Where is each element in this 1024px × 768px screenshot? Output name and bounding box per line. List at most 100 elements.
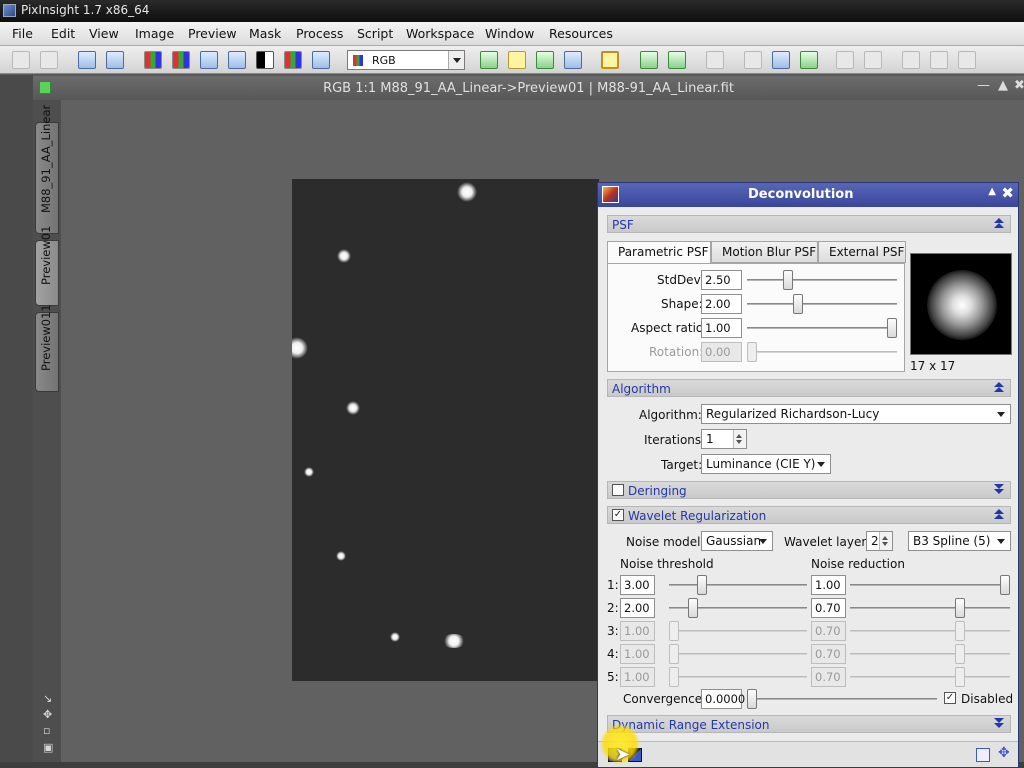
arrow-icon[interactable]: ↘ bbox=[43, 692, 53, 705]
algorithm-select[interactable]: Regularized Richardson-Lucy bbox=[701, 404, 1011, 424]
spin-arrows-icon[interactable] bbox=[879, 532, 892, 550]
color-space-select[interactable]: RGB bbox=[347, 50, 465, 70]
graph-icon[interactable] bbox=[312, 51, 330, 69]
preview-mode-icon[interactable] bbox=[601, 51, 619, 69]
menu-process[interactable]: Process bbox=[296, 26, 344, 41]
rgb-channels-icon[interactable] bbox=[144, 51, 162, 69]
noise-threshold-input[interactable]: 3.00 bbox=[620, 575, 655, 595]
preview-stack-icon[interactable] bbox=[564, 51, 582, 69]
noise-reduction-slider-track[interactable] bbox=[850, 607, 1010, 609]
preview-copy-icon[interactable] bbox=[536, 51, 554, 69]
tab-preview011[interactable]: Preview011 bbox=[35, 304, 59, 392]
menu-preview[interactable]: Preview bbox=[188, 26, 237, 41]
store-icon[interactable] bbox=[640, 51, 658, 69]
algorithm-section-header[interactable]: Algorithm bbox=[607, 379, 1011, 397]
noise-threshold-slider-track[interactable] bbox=[669, 607, 807, 609]
wavelet-section-header[interactable]: ✓ Wavelet Regularization bbox=[607, 506, 1011, 524]
image-window-title-bar[interactable]: RGB 1:1 M88_91_AA_Linear->Preview01 | M8… bbox=[33, 76, 1024, 100]
new-preview-icon[interactable] bbox=[480, 51, 498, 69]
noise-reduction-slider[interactable] bbox=[955, 598, 965, 618]
menu-resources[interactable]: Resources bbox=[549, 26, 613, 41]
identifier-icon[interactable] bbox=[78, 51, 96, 69]
convergence-input[interactable]: 0.0000 bbox=[701, 689, 745, 709]
menu-workspace[interactable]: Workspace bbox=[406, 26, 475, 41]
convergence-slider-track[interactable] bbox=[747, 698, 937, 700]
noise-threshold-input[interactable]: 2.00 bbox=[620, 598, 655, 618]
stddev-slider[interactable] bbox=[783, 270, 794, 290]
menu-file[interactable]: File bbox=[12, 26, 33, 41]
iconize-icon[interactable] bbox=[902, 51, 920, 69]
channel-red-icon[interactable] bbox=[172, 51, 190, 69]
menu-view[interactable]: View bbox=[89, 26, 119, 41]
minimize-icon[interactable]: — bbox=[977, 78, 990, 93]
invert-icon[interactable] bbox=[256, 51, 274, 69]
hand-icon[interactable] bbox=[706, 51, 724, 69]
stddev-input[interactable]: 2.50 bbox=[701, 270, 742, 290]
stddev-slider-track[interactable] bbox=[747, 279, 897, 281]
zoom-fit-icon[interactable]: ✥ bbox=[43, 708, 53, 721]
zoom-icon[interactable] bbox=[200, 51, 218, 69]
psf-section-header[interactable]: PSF bbox=[607, 215, 1011, 233]
shade-icon[interactable]: ▲ bbox=[998, 78, 1008, 93]
image-window-title: RGB 1:1 M88_91_AA_Linear->Preview01 | M8… bbox=[323, 81, 734, 96]
crop-icon[interactable] bbox=[800, 51, 818, 69]
info-icon[interactable]: ▣ bbox=[43, 741, 54, 754]
noise-reduction-slider-track[interactable] bbox=[850, 584, 1010, 586]
menu-edit[interactable]: Edit bbox=[51, 26, 76, 41]
convergence-disabled-checkbox[interactable]: ✓ bbox=[944, 692, 956, 704]
edit-preview-icon[interactable] bbox=[508, 51, 526, 69]
noise-threshold-slider[interactable] bbox=[697, 575, 708, 595]
aspect-ratio-slider-track[interactable] bbox=[747, 327, 897, 329]
close-icon[interactable]: ✖ bbox=[1001, 184, 1014, 202]
iterations-spinbox[interactable]: 1 bbox=[701, 429, 747, 449]
shade-icon[interactable]: ▲ bbox=[988, 186, 996, 197]
menu-script[interactable]: Script bbox=[357, 26, 394, 41]
readout-icon[interactable] bbox=[744, 51, 762, 69]
browse-documentation-icon[interactable] bbox=[976, 748, 990, 762]
convergence-slider[interactable] bbox=[747, 689, 757, 709]
stf-icon[interactable] bbox=[228, 51, 246, 69]
undo-icon[interactable] bbox=[12, 51, 30, 69]
target-select[interactable]: Luminance (CIE Y) bbox=[701, 454, 831, 474]
noise-threshold-slider[interactable] bbox=[688, 598, 699, 618]
arrange-icon[interactable] bbox=[958, 51, 976, 69]
redo-icon[interactable] bbox=[40, 51, 58, 69]
reset-icon[interactable]: ✥ bbox=[998, 745, 1010, 761]
noise-reduction-input[interactable]: 0.70 bbox=[811, 598, 846, 618]
duplicate-icon[interactable] bbox=[106, 51, 124, 69]
close-icon[interactable]: ✖ bbox=[1014, 78, 1024, 93]
tab-preview01[interactable]: Preview01 bbox=[35, 226, 59, 306]
tab-external-psf[interactable]: External PSF bbox=[818, 241, 906, 263]
wavelet-checkbox[interactable]: ✓ bbox=[612, 509, 624, 521]
tab-motion-blur-psf[interactable]: Motion Blur PSF bbox=[711, 241, 818, 263]
shape-slider[interactable] bbox=[793, 294, 804, 314]
spin-arrows-icon[interactable] bbox=[733, 430, 746, 448]
deringing-section-header[interactable]: Deringing bbox=[607, 481, 1011, 499]
tab-parametric-psf[interactable]: Parametric PSF bbox=[607, 241, 711, 264]
cascade-icon[interactable] bbox=[864, 51, 882, 69]
fit-view-icon[interactable] bbox=[772, 51, 790, 69]
noise-model-select[interactable]: Gaussian bbox=[701, 531, 773, 551]
deringing-checkbox[interactable] bbox=[612, 484, 624, 496]
tile-icon[interactable] bbox=[836, 51, 854, 69]
dialog-title-bar[interactable]: Deconvolution ▲ ✖ bbox=[598, 183, 1018, 207]
aspect-ratio-slider[interactable] bbox=[887, 318, 897, 338]
shape-input[interactable]: 2.00 bbox=[701, 294, 742, 314]
tab-main-view[interactable]: M88_91_AA_Linear bbox=[35, 105, 59, 234]
menu-image[interactable]: Image bbox=[135, 26, 175, 41]
color-icon[interactable] bbox=[284, 51, 302, 69]
view-icon[interactable]: ▫ bbox=[43, 724, 51, 737]
deiconize-icon[interactable] bbox=[930, 51, 948, 69]
shape-slider-track[interactable] bbox=[747, 303, 897, 305]
rgb-swatch-icon bbox=[353, 55, 363, 66]
restore-icon[interactable] bbox=[668, 51, 686, 69]
noise-threshold-slider-track[interactable] bbox=[669, 584, 807, 586]
menu-window[interactable]: Window bbox=[485, 26, 535, 41]
dre-section-header[interactable]: Dynamic Range Extension bbox=[607, 715, 1011, 733]
menu-mask[interactable]: Mask bbox=[249, 26, 282, 41]
noise-reduction-slider[interactable] bbox=[1000, 575, 1010, 595]
noise-reduction-input[interactable]: 1.00 bbox=[811, 575, 846, 595]
wavelet-layers-spinbox[interactable]: 2 bbox=[866, 531, 893, 551]
aspect-ratio-input[interactable]: 1.00 bbox=[701, 318, 742, 338]
scaling-function-select[interactable]: B3 Spline (5) bbox=[908, 531, 1011, 551]
